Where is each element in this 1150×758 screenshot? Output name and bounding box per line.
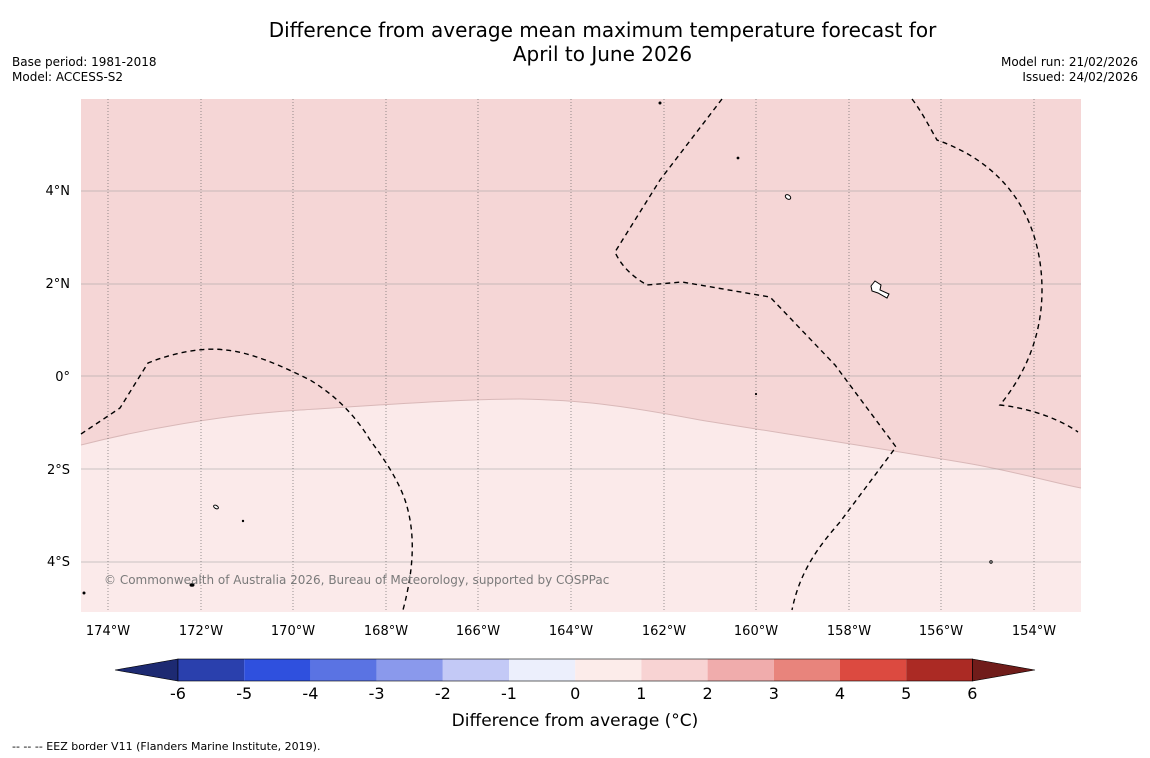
colorbar-tick-label: -3: [369, 684, 385, 703]
map-title: Difference from average mean maximum tem…: [200, 18, 1005, 66]
base-period-label: Base period: 1981-2018: [12, 55, 157, 69]
colorbar-tick-label: 1: [636, 684, 646, 703]
eez-border-east: [911, 98, 1079, 433]
lon-label-156w: 156°W: [919, 624, 963, 639]
colorbar-tick-label: 3: [769, 684, 779, 703]
colorbar-bin: [575, 659, 642, 681]
longitude-labels: 174°W 172°W 170°W 168°W 166°W 164°W 162°…: [86, 624, 1056, 639]
colorbar-tick-label: -5: [236, 684, 252, 703]
forecast-map: © Commonwealth of Australia 2026, Bureau…: [46, 98, 1082, 639]
anomaly-contour-line: [80, 398, 1082, 489]
colorbar-outline: [177, 658, 973, 682]
lon-label-162w: 162°W: [642, 624, 686, 639]
colorbar-tick-label: -4: [302, 684, 318, 703]
meta-right: Model run: 21/02/2026 Issued: 24/02/2026: [1001, 55, 1138, 85]
colorbar-tick-label: -6: [170, 684, 186, 703]
colorbar-bin: [376, 659, 443, 681]
lat-label-0: 0°: [55, 370, 70, 385]
eez-border-central: [614, 98, 897, 611]
latitude-gridlines: [81, 190, 1081, 563]
colorbar-extend-high: [972, 658, 1036, 682]
lon-label-174w: 174°W: [86, 624, 130, 639]
island-marker: [241, 519, 245, 523]
island-outline: [870, 280, 890, 299]
lat-label-2n: 2°N: [46, 277, 71, 292]
lat-label-4s: 4°S: [47, 555, 70, 570]
island-marker: [82, 591, 86, 595]
island-marker: [213, 504, 219, 510]
lon-label-154w: 154°W: [1012, 624, 1056, 639]
lat-label-4n: 4°N: [46, 184, 71, 199]
colorbar-extend-low: [114, 658, 179, 682]
map-title-line2: April to June 2026: [512, 42, 693, 66]
lon-label-166w: 166°W: [456, 624, 500, 639]
colorbar-bin: [641, 659, 708, 681]
eez-borders: [80, 98, 1079, 611]
meta-left: Base period: 1981-2018 Model: ACCESS-S2: [12, 55, 157, 85]
anomaly-band-0-to-1: [81, 399, 1081, 612]
islands: [82, 101, 993, 595]
lon-label-160w: 160°W: [734, 624, 778, 639]
island-marker: [736, 156, 740, 160]
eez-border-west: [80, 348, 413, 611]
colorbar-bin: [310, 659, 377, 681]
colorbar-tick-label: 5: [901, 684, 911, 703]
colorbar-bin: [442, 659, 509, 681]
colorbar-tick-label: -1: [501, 684, 517, 703]
island-marker: [784, 194, 792, 200]
eez-legend-note: -- -- -- EEZ border V11 (Flanders Marine…: [12, 740, 321, 753]
copyright-notice: © Commonwealth of Australia 2026, Bureau…: [104, 573, 609, 587]
colorbar-bin: [707, 659, 774, 681]
colorbar-bin: [906, 659, 973, 681]
colorbar-bin: [509, 659, 576, 681]
lon-label-170w: 170°W: [271, 624, 315, 639]
latitude-labels: 4°N 2°N 0° 2°S 4°S: [46, 184, 71, 570]
issued-label: Issued: 24/02/2026: [1022, 70, 1138, 84]
island-marker: [754, 392, 758, 396]
model-label: Model: ACCESS-S2: [12, 70, 124, 84]
colorbar-tick-labels: -6 -5 -4 -3 -2 -1 0 1 2 3 4 5 6: [170, 684, 977, 703]
map-title-line1: Difference from average mean maximum tem…: [268, 18, 937, 42]
colorbar-bin: [244, 659, 311, 681]
model-run-label: Model run: 21/02/2026: [1000, 55, 1138, 69]
colorbar-bin: [840, 659, 907, 681]
colorbar-tick-label: 4: [835, 684, 845, 703]
lon-label-158w: 158°W: [827, 624, 871, 639]
colorbar-bin: [178, 659, 245, 681]
island-marker: [189, 583, 195, 587]
colorbar-tick-label: 0: [570, 684, 580, 703]
lat-label-2s: 2°S: [47, 463, 70, 478]
colorbar-tick-label: -2: [435, 684, 451, 703]
colorbar-tick-label: 6: [967, 684, 977, 703]
colorbar-bin: [773, 659, 840, 681]
lon-label-164w: 164°W: [549, 624, 593, 639]
colorbar-title: Difference from average (°C): [451, 711, 699, 731]
island-marker: [658, 101, 662, 105]
island-marker: [989, 560, 993, 564]
lon-label-172w: 172°W: [179, 624, 223, 639]
colorbar-tick-label: 2: [703, 684, 713, 703]
lon-label-168w: 168°W: [364, 624, 408, 639]
